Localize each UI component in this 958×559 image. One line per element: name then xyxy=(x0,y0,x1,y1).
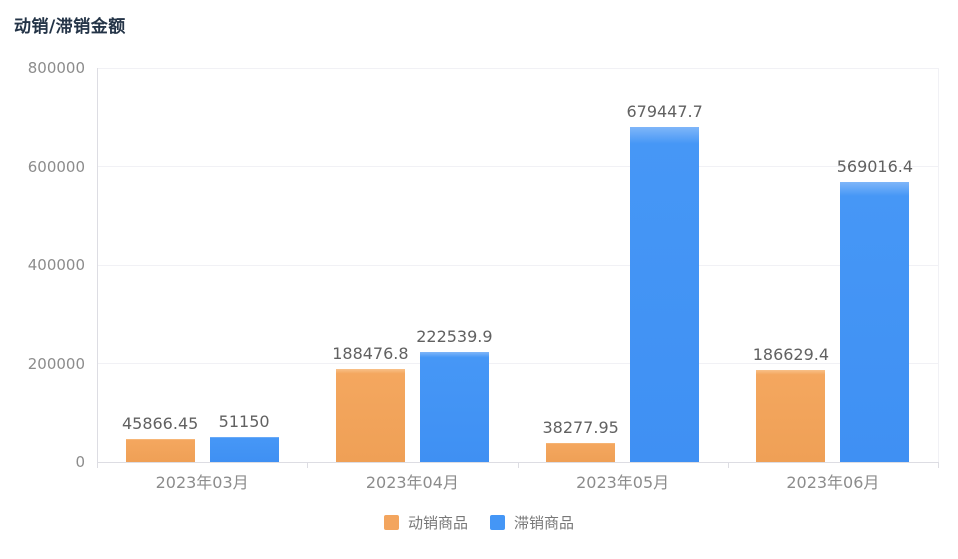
x-axis-label: 2023年04月 xyxy=(365,473,459,492)
y-axis-label: 800000 xyxy=(27,59,85,77)
bar-动销商品-2023年03月[interactable] xyxy=(125,439,195,462)
x-axis-label: 2023年05月 xyxy=(576,473,670,492)
bar-value-label: 51150 xyxy=(218,411,270,431)
x-axis-tick xyxy=(727,463,729,468)
bar-value-label: 569016.4 xyxy=(836,156,914,176)
bar-value-label: 186629.4 xyxy=(752,345,830,365)
bar-value-label: 222539.9 xyxy=(416,327,493,347)
plot-right-border xyxy=(938,68,939,462)
bar-动销商品-2023年05月[interactable] xyxy=(546,443,616,462)
x-axis-label: 2023年03月 xyxy=(155,473,249,492)
gridline xyxy=(97,264,938,266)
legend-label: 动销商品 xyxy=(407,514,468,532)
bar-滞销商品-2023年05月[interactable] xyxy=(630,127,700,462)
legend-marker xyxy=(383,515,399,530)
bar-value-label: 38277.95 xyxy=(542,418,619,438)
legend-item-动销商品[interactable]: 动销商品 xyxy=(383,512,468,533)
bar-动销商品-2023年06月[interactable] xyxy=(756,370,826,462)
bar-滞销商品-2023年03月[interactable] xyxy=(209,436,279,462)
y-axis-label: 600000 xyxy=(27,157,85,176)
bar-滞销商品-2023年06月[interactable] xyxy=(840,181,910,462)
bar-滞销商品-2023年04月[interactable] xyxy=(419,352,489,462)
x-axis-tick xyxy=(517,463,519,468)
gridline xyxy=(97,67,938,69)
bar-value-label: 679447.7 xyxy=(626,102,703,122)
bar-value-label: 188476.8 xyxy=(332,344,409,364)
legend-marker xyxy=(490,515,505,530)
y-axis-label: 400000 xyxy=(27,256,85,274)
x-axis-label: 2023年06月 xyxy=(786,473,880,492)
bar-动销商品-2023年04月[interactable] xyxy=(335,369,405,462)
y-axis-label: 0 xyxy=(75,453,85,471)
legend-item-滞销商品[interactable]: 滞销商品 xyxy=(490,512,574,533)
y-axis-line xyxy=(97,68,98,462)
bar-value-label: 45866.45 xyxy=(121,414,199,434)
gridline xyxy=(97,166,938,167)
x-axis-line xyxy=(97,462,939,463)
legend-label: 滞销商品 xyxy=(514,514,575,532)
legend: 动销商品 滞销商品 xyxy=(0,512,958,533)
y-axis-label: 200000 xyxy=(27,354,85,373)
chart-title: 动销/滞销金额 xyxy=(14,17,126,37)
x-axis-tick xyxy=(938,463,939,468)
x-axis-tick xyxy=(307,463,309,468)
gridline xyxy=(97,363,938,364)
x-axis-tick xyxy=(97,463,98,468)
